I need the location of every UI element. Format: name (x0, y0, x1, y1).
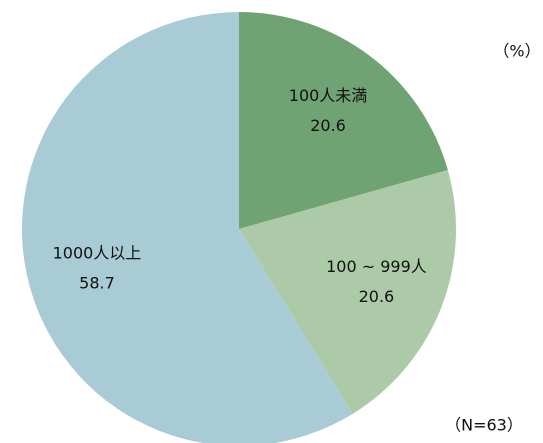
pie-slice (239, 170, 456, 414)
slice-label: 1000人以上 (53, 244, 142, 263)
unit-label: （%） (493, 42, 540, 61)
slice-label: 100人未満 (289, 86, 368, 105)
pie-slice (22, 12, 353, 443)
pie-slice (239, 12, 448, 229)
slice-value: 58.7 (79, 274, 115, 293)
slice-value: 20.6 (359, 287, 395, 306)
sample-note: （N=63） (445, 416, 523, 435)
slice-label: 100 ~ 999人 (326, 257, 427, 276)
slice-value: 20.6 (310, 116, 346, 135)
